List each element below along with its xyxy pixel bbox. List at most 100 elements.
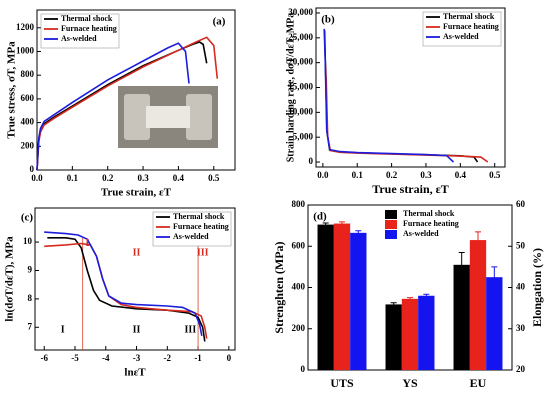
error-bar bbox=[407, 297, 413, 301]
panel-label: (a) bbox=[213, 16, 226, 28]
legend-label: As-welded bbox=[173, 232, 209, 241]
y-tick-label: 800 bbox=[292, 199, 306, 209]
y-tick-label: 8 bbox=[28, 293, 33, 303]
bar bbox=[385, 304, 402, 370]
bar bbox=[350, 232, 367, 370]
bar bbox=[317, 224, 334, 370]
y-tick-label: 0 bbox=[309, 156, 314, 166]
y-tick-label: 5,000 bbox=[293, 131, 314, 141]
y-axis-label: Strenghten (MPa) bbox=[272, 241, 286, 333]
legend-label: Thermal shock bbox=[443, 12, 495, 21]
x-tick-label: -4 bbox=[102, 353, 110, 363]
panel: 0.0 0.1 0.2 0.3 0.4 0.5 0 200 400 600 800 1000 1200 T… bbox=[6, 9, 236, 199]
y-tick-label: 0 bbox=[30, 164, 35, 174]
x-tick-label: 0.1 bbox=[67, 173, 79, 183]
x-tick-label: YS bbox=[402, 376, 418, 390]
x-tick-label: 0.4 bbox=[455, 170, 467, 180]
line-series bbox=[47, 237, 206, 342]
line-series bbox=[324, 65, 489, 163]
y2-tick-label: 60 bbox=[516, 199, 526, 209]
y-tick-label: 1000 bbox=[16, 46, 35, 56]
line-series bbox=[44, 231, 203, 336]
bar bbox=[401, 298, 419, 370]
plot-frame bbox=[36, 9, 236, 171]
legend-label: Thermal shock bbox=[61, 14, 113, 23]
x-tick-label: -3 bbox=[133, 353, 141, 363]
error-bar bbox=[390, 302, 397, 307]
y-tick-label: 600 bbox=[292, 240, 306, 250]
y-tick-label: 25,000 bbox=[288, 32, 313, 42]
annotation: II bbox=[133, 324, 141, 335]
x-tick-label: -6 bbox=[40, 353, 48, 363]
y-tick-label: 15,000 bbox=[288, 82, 313, 92]
x-tick-label: 0.5 bbox=[489, 170, 501, 180]
panel-label: (c) bbox=[21, 212, 34, 224]
legend-label: As-welded bbox=[443, 32, 479, 41]
y-tick-label: 400 bbox=[21, 117, 35, 127]
y-tick-label: 10 bbox=[23, 236, 33, 246]
legend-swatch bbox=[385, 210, 397, 219]
bar bbox=[469, 240, 487, 370]
annotation: II bbox=[133, 248, 141, 259]
line-series bbox=[36, 42, 190, 171]
legend-label: As-welded bbox=[403, 229, 439, 238]
annotation: I bbox=[85, 238, 89, 249]
y2-tick-label: 50 bbox=[516, 240, 526, 250]
x-tick-label: 0.3 bbox=[137, 173, 149, 183]
y2-axis-label: Elongation (%) bbox=[530, 248, 544, 327]
line-series bbox=[323, 30, 479, 163]
error-bar bbox=[491, 266, 498, 288]
panel: 0.0 0.1 0.2 0.3 0.4 0.5 0 5,000 10,000 15,000 20,0… bbox=[285, 7, 506, 196]
y-tick-label: 400 bbox=[292, 282, 306, 292]
x-tick-label: 0.1 bbox=[352, 170, 364, 180]
y-tick-label: 600 bbox=[21, 93, 35, 103]
x-axis-label: True strain, εT bbox=[101, 187, 172, 199]
error-bar bbox=[339, 221, 345, 226]
legend-label: Furnace heating bbox=[443, 22, 499, 31]
inset-photo bbox=[118, 86, 218, 148]
line-series bbox=[44, 242, 208, 339]
error-bar bbox=[322, 222, 329, 227]
legend-label: Furnace heating bbox=[61, 24, 117, 33]
y-tick-label: 7 bbox=[28, 321, 33, 331]
y-tick-label: 10,000 bbox=[288, 106, 313, 116]
x-tick-label: 0.2 bbox=[386, 170, 398, 180]
x-tick-label: 0 bbox=[227, 353, 232, 363]
legend-label: Thermal shock bbox=[173, 212, 225, 221]
annotation: I bbox=[61, 324, 65, 335]
x-tick-label: -1 bbox=[194, 353, 202, 363]
x-tick-label: UTS bbox=[330, 376, 354, 390]
error-bar bbox=[458, 251, 465, 278]
error-bar bbox=[423, 293, 430, 298]
legend-swatch bbox=[385, 230, 397, 239]
y-tick-label: 1200 bbox=[16, 22, 35, 32]
x-tick-label: 0.0 bbox=[317, 170, 329, 180]
bar bbox=[333, 223, 351, 370]
error-bar bbox=[475, 231, 481, 249]
y-tick-label: 9 bbox=[28, 265, 33, 275]
x-tick-label: 0.5 bbox=[208, 173, 220, 183]
legend-swatch bbox=[385, 220, 397, 229]
x-axis-label: lnεT bbox=[124, 367, 146, 379]
y-tick-label: 200 bbox=[21, 140, 35, 150]
bar bbox=[418, 295, 435, 370]
x-tick-label: -2 bbox=[164, 353, 172, 363]
bar bbox=[486, 277, 503, 370]
x-tick-label: 0.0 bbox=[31, 173, 43, 183]
legend-label: Furnace heating bbox=[403, 219, 459, 228]
annotation: III bbox=[185, 324, 197, 335]
legend-label: Furnace heating bbox=[173, 222, 229, 231]
line-series bbox=[323, 28, 455, 163]
error-bar bbox=[355, 230, 362, 235]
legend-label: Thermal shock bbox=[403, 209, 455, 218]
x-tick-label: 0.4 bbox=[173, 173, 185, 183]
x-tick-label: -5 bbox=[71, 353, 79, 363]
x-tick-label: 0.2 bbox=[102, 173, 114, 183]
panel-label: (b) bbox=[321, 14, 335, 26]
specimen-gauge bbox=[146, 106, 190, 128]
specimen-grip bbox=[186, 94, 212, 140]
panel: 0 200 400 600 800 20 30 40 50 60 Strenghten (MPa) E… bbox=[272, 199, 544, 390]
y2-tick-label: 30 bbox=[516, 323, 526, 333]
panel-label: (d) bbox=[313, 211, 327, 223]
